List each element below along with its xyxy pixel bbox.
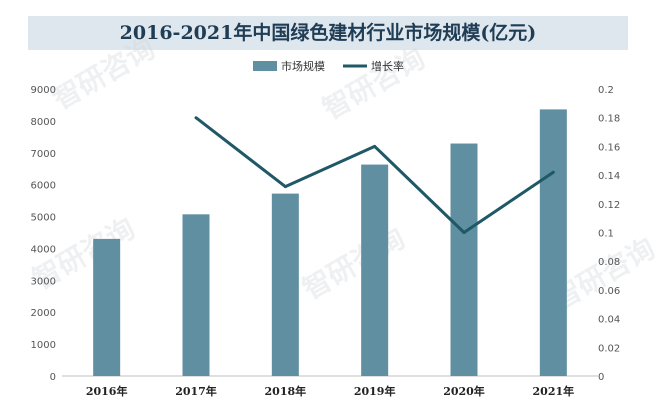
- growth-point-2017年: [194, 116, 198, 120]
- y-left-tick-label: 6000: [31, 181, 56, 192]
- x-tick-label: 2018年: [265, 384, 307, 398]
- y-right-tick-label: 0.1: [598, 229, 614, 240]
- y-right-tick-label: 0.14: [598, 171, 620, 182]
- y-left-tick-label: 1000: [31, 340, 56, 351]
- y-right-tick-label: 0.04: [598, 315, 620, 326]
- y-right-tick-label: 0.18: [598, 114, 620, 125]
- y-left-tick-label: 3000: [31, 276, 56, 287]
- y-left-tick-label: 8000: [31, 117, 56, 128]
- y-left-tick-label: 2000: [31, 308, 56, 319]
- legend: 市场规模 增长率: [253, 59, 404, 73]
- legend-label-line: 增长率: [371, 59, 404, 73]
- y-right-tick-label: 0.06: [598, 286, 620, 297]
- growth-point-2021年: [551, 170, 555, 174]
- growth-point-2020年: [462, 231, 466, 234]
- watermark-text: 智研咨询: [317, 41, 431, 126]
- chart-title: 2016-2021年中国绿色建材行业市场规模(亿元): [119, 22, 537, 44]
- bar-2018年: [271, 193, 299, 376]
- y-right-tick-label: 0.2: [598, 85, 614, 96]
- y-left-tick-label: 0: [50, 372, 56, 383]
- x-tick-label: 2021年: [533, 384, 575, 398]
- y-left-tick-label: 9000: [31, 85, 56, 96]
- bars-group: [93, 109, 567, 377]
- y-right-tick-label: 0: [598, 372, 604, 383]
- y-left-tick-label: 5000: [31, 213, 56, 224]
- watermark-text: 智研咨询: [47, 31, 161, 116]
- growth-line-group: [194, 116, 555, 234]
- growth-point-2018年: [283, 185, 287, 189]
- x-tick-label: 2020年: [443, 384, 485, 398]
- bar-2017年: [182, 214, 210, 376]
- watermark-text: 智研咨询: [297, 221, 411, 306]
- legend-label-bar: 市场规模: [281, 59, 325, 73]
- bar-2020年: [450, 143, 478, 376]
- bar-2019年: [361, 164, 389, 376]
- bar-2021年: [539, 109, 567, 377]
- bar-2016年: [93, 238, 121, 376]
- y-left-tick-label: 7000: [31, 149, 56, 160]
- growth-point-2019年: [373, 144, 377, 148]
- y-right-tick-label: 0.02: [598, 343, 620, 354]
- y-right-tick-label: 0.12: [598, 200, 620, 211]
- x-tick-label: 2017年: [175, 384, 217, 398]
- y-right-tick-label: 0.08: [598, 257, 620, 268]
- x-tick-label: 2016年: [86, 384, 128, 398]
- y-right-tick-label: 0.16: [598, 142, 620, 153]
- x-tick-label: 2019年: [354, 384, 396, 398]
- title-bar: 2016-2021年中国绿色建材行业市场规模(亿元): [28, 16, 628, 50]
- y-left-tick-label: 4000: [31, 244, 56, 255]
- legend-swatch-bar: [253, 61, 277, 71]
- axes: 0 1000 2000 3000 4000 5000 6000 7000 8000 9000 0 0.…: [31, 85, 621, 398]
